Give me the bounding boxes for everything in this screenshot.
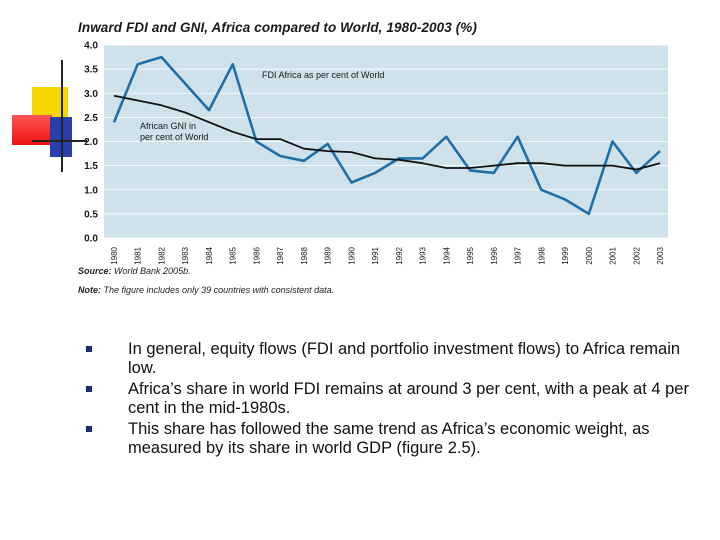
x-tick-label: 1994: [442, 246, 451, 264]
x-tick-label: 2002: [632, 246, 641, 264]
series-line-fdi: [112, 55, 661, 216]
x-axis-ticks: 1980 1981 1982 1983 1984 1985 1986 1987 1988 1989…: [110, 246, 665, 264]
series-label-gni-line2: per cent of World: [140, 132, 208, 142]
decorative-vertical-line: [61, 60, 63, 172]
source-note: Source: World Bank 2005b.: [78, 266, 191, 276]
chart-title: Inward FDI and GNI, Africa compared to W…: [78, 20, 477, 35]
bullet-text: This share has followed the same trend a…: [128, 420, 650, 457]
bullet-icon: [86, 346, 92, 352]
x-tick-label: 1996: [490, 246, 499, 264]
x-tick-label: 1987: [276, 246, 285, 264]
line-chart: 0.0 0.5 1.0 1.5 2.0 2.5 3.0 3.5 4.0 1980 1981 1982…: [84, 41, 668, 265]
bullet-icon: [86, 426, 92, 432]
source-label: Source:: [78, 266, 112, 276]
x-tick-label: 1993: [419, 246, 428, 264]
y-tick-label: 1.5: [84, 161, 98, 172]
bullet-list: In general, equity flows (FDI and portfo…: [86, 340, 706, 460]
y-tick-label: 2.0: [84, 137, 98, 148]
sample-note: Note: The figure includes only 39 countr…: [78, 285, 334, 295]
series-label-fdi: FDI Africa as per cent of World: [262, 70, 384, 80]
note-label: Note:: [78, 285, 101, 295]
y-tick-label: 3.0: [84, 89, 98, 100]
x-tick-label: 1983: [181, 246, 190, 264]
x-tick-label: 1995: [466, 246, 475, 264]
decorative-horizontal-line: [32, 140, 87, 142]
bullet-item: In general, equity flows (FDI and portfo…: [86, 340, 706, 378]
gridlines: [104, 44, 668, 239]
series-line-gni: [113, 94, 661, 171]
x-tick-label: 1989: [324, 246, 333, 264]
bullet-item: This share has followed the same trend a…: [86, 420, 706, 458]
x-tick-label: 1988: [300, 246, 309, 264]
bullet-item: Africa’s share in world FDI remains at a…: [86, 380, 706, 418]
x-tick-label: 1980: [110, 246, 119, 264]
x-tick-label: 1982: [157, 246, 166, 264]
bullet-icon: [86, 386, 92, 392]
x-tick-label: 1998: [537, 246, 546, 264]
y-tick-label: 0.5: [84, 209, 98, 220]
note-text: The figure includes only 39 countries wi…: [103, 285, 335, 295]
x-tick-label: 1999: [561, 246, 570, 264]
y-tick-label: 3.5: [84, 65, 98, 76]
y-tick-label: 4.0: [84, 41, 98, 52]
x-tick-label: 1984: [205, 246, 214, 264]
x-tick-label: 1991: [371, 246, 380, 264]
y-axis-ticks: 0.0 0.5 1.0 1.5 2.0 2.5 3.0 3.5 4.0: [84, 41, 98, 245]
x-tick-label: 2000: [585, 246, 594, 264]
y-tick-label: 0.0: [84, 234, 98, 245]
x-tick-label: 2001: [609, 246, 618, 264]
x-tick-label: 1981: [134, 246, 143, 264]
series-label-gni-line1: African GNI in: [140, 121, 196, 131]
bullet-text: In general, equity flows (FDI and portfo…: [128, 340, 681, 377]
bullet-text: Africa’s share in world FDI remains at a…: [128, 380, 689, 417]
y-tick-label: 2.5: [84, 113, 98, 124]
x-tick-label: 1992: [395, 246, 404, 264]
x-tick-label: 1986: [252, 246, 261, 264]
x-tick-label: 1997: [514, 246, 523, 264]
y-tick-label: 1.0: [84, 185, 98, 196]
x-tick-label: 1990: [347, 246, 356, 264]
source-text: World Bank 2005b.: [114, 266, 191, 276]
x-tick-label: 1985: [229, 246, 238, 264]
x-tick-label: 2003: [656, 246, 665, 264]
